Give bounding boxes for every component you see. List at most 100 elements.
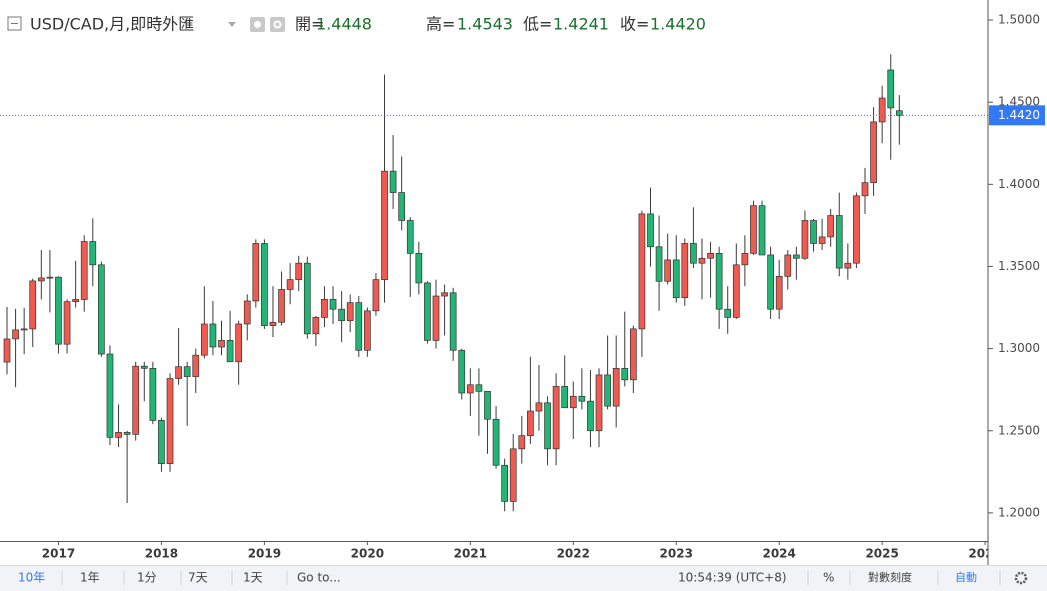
high-value: 1.4543 <box>457 15 513 34</box>
candle-body <box>123 432 131 435</box>
candle-body <box>509 448 517 502</box>
candle-body <box>226 340 234 363</box>
percent-button[interactable]: % <box>823 571 834 585</box>
clock: 10:54:39 (UTC+8) <box>678 571 787 585</box>
candle-body <box>252 243 260 302</box>
candle-body <box>870 121 877 184</box>
candle-body <box>312 317 320 335</box>
candle-body <box>604 374 611 407</box>
candle-body <box>389 170 397 193</box>
candle-body <box>381 170 388 280</box>
candle-body <box>243 300 251 325</box>
candle-body <box>106 353 114 438</box>
candle-body <box>518 435 526 450</box>
candle-body <box>887 69 895 109</box>
candle-body <box>200 323 208 356</box>
candle-body <box>861 182 869 197</box>
candle-body <box>655 246 663 282</box>
candle-body <box>37 277 45 282</box>
range-button[interactable]: 10年 <box>18 571 45 585</box>
candle-body <box>587 400 594 432</box>
x-tick-label: 2025 <box>865 547 898 561</box>
candle-body <box>844 262 852 269</box>
candle-body <box>80 241 88 300</box>
collapse-button[interactable] <box>7 16 22 31</box>
close-value: 1.4420 <box>650 15 706 34</box>
candle-body <box>501 464 508 502</box>
settings-button[interactable] <box>270 17 285 32</box>
candle-body <box>441 292 448 297</box>
candle-body <box>63 301 71 345</box>
candle-body <box>338 308 345 322</box>
candle-body <box>183 366 191 377</box>
candle-body <box>321 298 328 318</box>
open-name: 開= <box>295 15 324 34</box>
candle-body <box>218 340 225 348</box>
candle-body <box>647 213 654 248</box>
candle-body <box>775 275 783 310</box>
candle-body <box>449 292 457 351</box>
settings-gear[interactable] <box>1014 571 1028 585</box>
candle-body <box>835 215 843 269</box>
candle-body <box>827 215 835 238</box>
candle-body <box>621 367 629 381</box>
candle-body <box>261 243 268 326</box>
open-value: 1.4448 <box>316 15 372 34</box>
x-tick-label: 2020 <box>351 547 384 561</box>
candle-body <box>466 384 474 394</box>
candle-body <box>3 338 11 363</box>
range-button[interactable]: 1年 <box>80 571 100 585</box>
candle-body <box>715 252 723 310</box>
candle-body <box>286 279 294 290</box>
plot-area: 2017 2018 2019 2020 2021 2022 2023 2024 2025 2026 <box>0 54 1002 561</box>
x-tick-label: 2024 <box>762 547 795 561</box>
candle-body <box>767 254 774 310</box>
candle-body <box>878 97 886 123</box>
candle-body <box>561 386 569 409</box>
y-tick-label: 1.4500 <box>998 95 1040 109</box>
y-tick-label: 1.2500 <box>998 423 1040 437</box>
candle-body <box>209 323 217 348</box>
bottom-toolbar <box>0 565 1047 591</box>
candle-body <box>741 252 749 266</box>
candle-body <box>372 279 380 312</box>
settings-icon <box>273 20 282 29</box>
candle-body <box>46 276 54 279</box>
candle-body <box>149 367 157 421</box>
y-tick-label: 1.3000 <box>998 341 1040 355</box>
candle-body <box>475 384 483 392</box>
x-tick-label: 2023 <box>660 547 693 561</box>
range-button[interactable]: 1分 <box>137 571 157 585</box>
symbol-title: USD/CAD,月,即時外匯 <box>30 15 194 34</box>
candle-body <box>364 310 371 351</box>
candle-body <box>492 418 500 466</box>
log-button[interactable]: 對數刻度 <box>868 570 912 584</box>
candle-body <box>89 241 97 266</box>
goto-button[interactable]: Go to... <box>297 571 341 585</box>
candle-body <box>278 289 285 323</box>
candle-body <box>158 420 165 464</box>
candle-body <box>12 329 19 340</box>
candle-body <box>140 365 148 369</box>
x-tick-label: 2017 <box>42 547 75 561</box>
x-tick-label: 2022 <box>557 547 590 561</box>
range-button[interactable]: 7天 <box>188 571 208 585</box>
low-name: 低= <box>523 15 552 34</box>
symbol-dropdown[interactable] <box>228 22 236 27</box>
candle-body <box>629 328 637 381</box>
low-value: 1.4241 <box>553 15 609 34</box>
candle-body <box>484 390 491 420</box>
auto-button[interactable]: 自動 <box>955 570 977 584</box>
candle-body <box>406 220 414 254</box>
x-tick-label: 2019 <box>248 547 281 561</box>
candle-body <box>458 349 466 394</box>
candle-body <box>303 262 311 335</box>
candle-body <box>552 386 560 450</box>
candle-body <box>72 299 79 302</box>
candle-body <box>793 254 800 259</box>
candle-body <box>398 192 406 221</box>
range-button[interactable]: 1天 <box>243 571 263 585</box>
x-tick-label: 2021 <box>454 547 487 561</box>
